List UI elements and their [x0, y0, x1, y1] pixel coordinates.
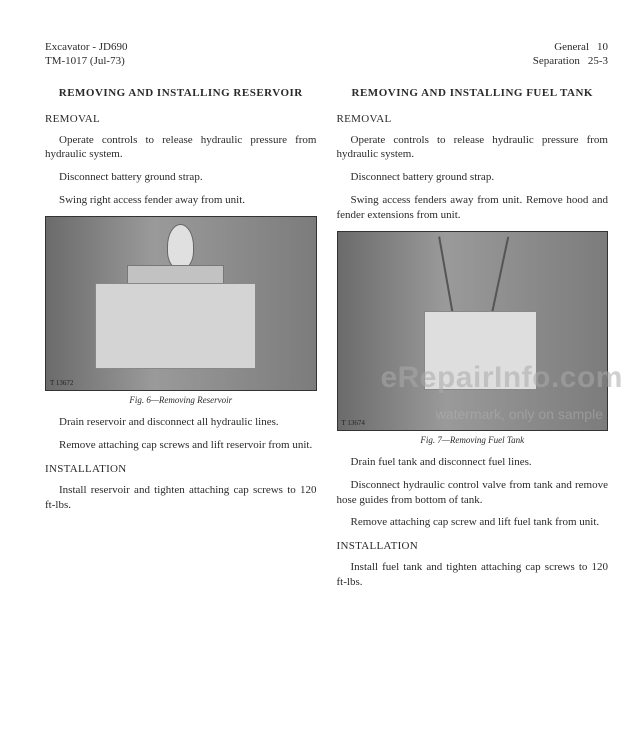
header-left: Excavator - JD690 TM-1017 (Jul-73): [45, 40, 127, 69]
right-p5: Disconnect hydraulic control valve from …: [337, 478, 609, 508]
left-p2: Disconnect battery ground strap.: [45, 170, 317, 185]
left-title: REMOVING AND INSTALLING RESERVOIR: [45, 87, 317, 99]
right-install-head: INSTALLATION: [337, 540, 609, 552]
section-label: General: [554, 40, 589, 54]
left-p1: Operate controls to release hydraulic pr…: [45, 133, 317, 163]
two-column-body: REMOVING AND INSTALLING RESERVOIR REMOVA…: [45, 87, 608, 598]
manual-page: Excavator - JD690 TM-1017 (Jul-73) Gener…: [0, 0, 643, 752]
left-install-head: INSTALLATION: [45, 463, 317, 475]
fig7-caption: Fig. 7—Removing Fuel Tank: [337, 435, 609, 445]
section-num: 10: [597, 40, 608, 54]
right-column: REMOVING AND INSTALLING FUEL TANK REMOVA…: [337, 87, 609, 598]
left-column: REMOVING AND INSTALLING RESERVOIR REMOVA…: [45, 87, 317, 598]
model-line: Excavator - JD690: [45, 40, 127, 54]
right-p3: Swing access fenders away from unit. Rem…: [337, 193, 609, 223]
left-removal-head: REMOVAL: [45, 113, 317, 125]
page-header: Excavator - JD690 TM-1017 (Jul-73) Gener…: [45, 40, 608, 69]
right-removal-head: REMOVAL: [337, 113, 609, 125]
right-title: REMOVING AND INSTALLING FUEL TANK: [337, 87, 609, 99]
figure-7: T 13674: [337, 231, 609, 431]
fig6-caption: Fig. 6—Removing Reservoir: [45, 395, 317, 405]
reservoir-box-shape: [95, 283, 257, 370]
fuel-tank-shape: [424, 311, 537, 390]
fig6-ref: T 13672: [50, 379, 73, 387]
right-p6: Remove attaching cap screw and lift fuel…: [337, 515, 609, 530]
doc-id-line: TM-1017 (Jul-73): [45, 54, 127, 68]
right-p1: Operate controls to release hydraulic pr…: [337, 133, 609, 163]
right-p7: Install fuel tank and tighten attaching …: [337, 560, 609, 590]
right-p2: Disconnect battery ground strap.: [337, 170, 609, 185]
left-p3: Swing right access fender away from unit…: [45, 193, 317, 208]
hoist-hook-icon: [167, 224, 194, 269]
header-right: General 10 Separation 25-3: [533, 40, 608, 69]
subsection-num: 25-3: [588, 54, 608, 68]
left-p4: Drain reservoir and disconnect all hydra…: [45, 415, 317, 430]
left-p5: Remove attaching cap screws and lift res…: [45, 438, 317, 453]
figure-6: T 13672: [45, 216, 317, 391]
right-p4: Drain fuel tank and disconnect fuel line…: [337, 455, 609, 470]
fig7-ref: T 13674: [342, 419, 365, 427]
left-p6: Install reservoir and tighten attaching …: [45, 483, 317, 513]
subsection-label: Separation: [533, 54, 580, 68]
